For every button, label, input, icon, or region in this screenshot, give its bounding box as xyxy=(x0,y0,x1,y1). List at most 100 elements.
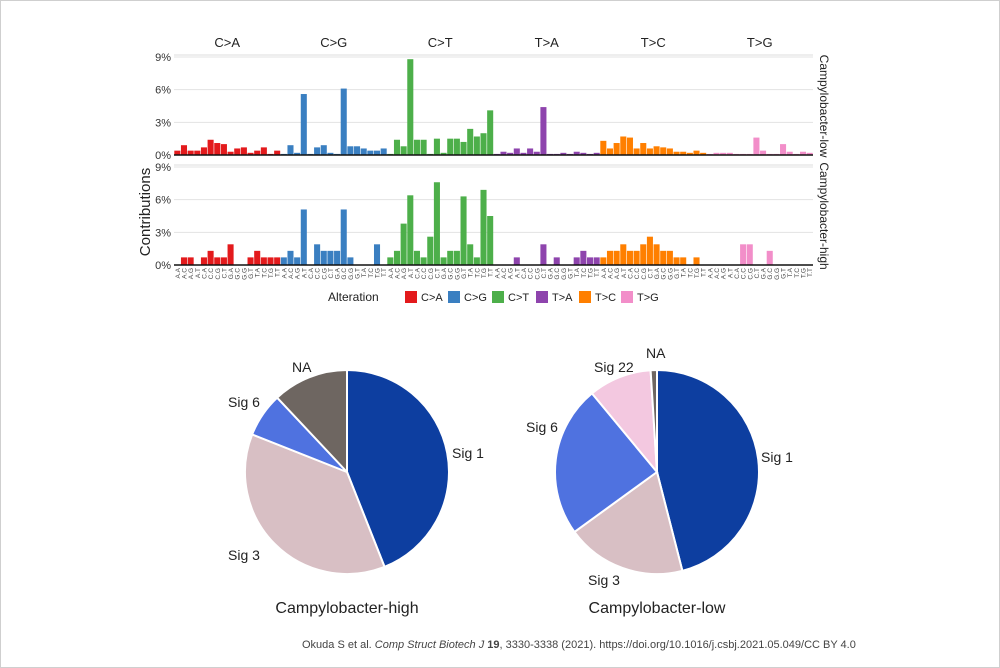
bar-t-c xyxy=(673,151,680,155)
x-tick-label: G.T xyxy=(781,268,788,279)
facet-label-t-a: T>A xyxy=(535,35,560,50)
bar-c-t xyxy=(447,250,454,265)
bar-c-a xyxy=(240,147,247,155)
x-tick-label: T.G xyxy=(801,268,808,278)
y-tick-label: 9% xyxy=(155,52,171,64)
bar-t-c xyxy=(633,250,640,265)
y-tick-label: 6% xyxy=(155,85,171,97)
x-tick-label: T.A xyxy=(468,267,475,277)
x-tick-label: T.G xyxy=(268,268,275,278)
bar-c-g xyxy=(314,244,321,265)
pie-slice-na xyxy=(275,368,348,475)
bar-t-c xyxy=(606,250,614,265)
x-tick-label: G.C xyxy=(554,268,561,280)
pie-slice-sig3 xyxy=(573,470,684,575)
x-tick-label: A.T xyxy=(621,268,628,278)
bar-c-g xyxy=(320,145,327,155)
pie-title-campylobacter-low: Campylobacter-low xyxy=(589,600,726,617)
legend-swatch-c-a xyxy=(405,291,417,303)
pie-label-na: NA xyxy=(646,345,666,361)
bar-c-a xyxy=(267,257,274,265)
x-tick-label: C.A xyxy=(627,267,634,279)
bar-c-a xyxy=(260,257,267,265)
bar-c-t xyxy=(413,139,420,155)
bar-c-a xyxy=(214,143,221,155)
bar-t-g xyxy=(720,152,727,155)
x-tick-label: A.G xyxy=(295,268,302,279)
x-tick-label: G.A xyxy=(548,267,555,279)
bar-c-a xyxy=(174,150,181,155)
bar-t-a xyxy=(513,257,520,265)
x-tick-label: C.C xyxy=(315,268,322,280)
x-tick-label: C.T xyxy=(328,268,335,279)
x-tick-label: A.A xyxy=(707,267,714,278)
pie-slice-sig6 xyxy=(554,391,659,534)
bar-t-c xyxy=(620,244,627,265)
bar-t-g xyxy=(780,144,787,155)
x-tick-label: T.C xyxy=(474,268,481,278)
bar-t-a xyxy=(593,152,600,155)
x-tick-label: T.A xyxy=(574,267,581,277)
x-tick-label: A.G xyxy=(188,268,195,279)
legend-swatch-t-a xyxy=(536,291,548,303)
x-tick-label: T.T xyxy=(594,268,601,277)
x-tick-label: A.A xyxy=(494,267,501,278)
bar-t-c xyxy=(660,250,667,265)
x-tick-label: G.G xyxy=(667,268,674,280)
bar-c-g xyxy=(294,257,301,265)
pie-slice-sig1 xyxy=(656,368,760,573)
x-tick-label: T.T xyxy=(275,268,282,277)
bar-t-c xyxy=(620,136,627,155)
bar-c-g xyxy=(300,209,307,265)
legend-swatch-t-g xyxy=(621,291,633,303)
bar-c-a xyxy=(200,257,207,265)
x-tick-label: T.G xyxy=(375,268,382,278)
bar-t-c xyxy=(673,257,680,265)
bar-c-g xyxy=(327,152,334,155)
bar-t-c xyxy=(640,143,647,155)
x-tick-label: A.C xyxy=(394,268,401,279)
x-tick-label: A.T xyxy=(195,268,202,278)
x-tick-label: C.T xyxy=(541,268,548,279)
bar-t-a xyxy=(560,152,567,155)
bar-t-a xyxy=(500,151,507,155)
bar-c-t xyxy=(407,195,414,265)
bar-c-t xyxy=(393,139,401,155)
x-tick-label: T.T xyxy=(488,268,495,277)
bar-c-g xyxy=(367,150,374,155)
bar-t-c xyxy=(666,250,673,265)
x-tick-label: A.C xyxy=(288,268,295,279)
x-tick-label: A.T xyxy=(727,268,734,278)
legend-swatch-c-t xyxy=(492,291,504,303)
bar-t-c xyxy=(613,250,620,265)
x-tick-label: A.C xyxy=(181,268,188,279)
y-tick-label: 0% xyxy=(155,150,171,162)
bar-t-a xyxy=(580,250,587,265)
bar-t-c xyxy=(693,257,700,265)
bar-c-g xyxy=(360,148,367,155)
facet-label-c-a: C>A xyxy=(214,35,240,50)
legend-label-c-t: C>T xyxy=(508,292,529,304)
x-tick-label: A.C xyxy=(607,268,614,279)
x-tick-label: G.G xyxy=(774,268,781,280)
pie-label-sig6: Sig 6 xyxy=(228,394,260,410)
x-tick-label: A.G xyxy=(614,268,621,279)
bar-t-a xyxy=(580,152,587,155)
bar-t-g xyxy=(726,152,733,155)
bar-t-c xyxy=(653,244,660,265)
bar-c-g xyxy=(380,148,387,155)
x-tick-label: C.A xyxy=(734,267,741,279)
bar-c-t xyxy=(480,133,487,155)
bar-c-g xyxy=(300,94,307,155)
x-tick-label: T.T xyxy=(381,268,388,277)
x-tick-label: G.T xyxy=(355,268,362,279)
x-tick-label: C.G xyxy=(428,268,435,280)
y-tick-label: 6% xyxy=(155,195,171,207)
x-tick-label: G.T xyxy=(674,268,681,279)
x-tick-label: A.G xyxy=(401,268,408,279)
bar-c-t xyxy=(387,257,394,265)
bar-c-g xyxy=(287,250,294,265)
x-tick-label: G.T xyxy=(461,268,468,279)
bar-t-g xyxy=(740,244,747,265)
legend-label-c-a: C>A xyxy=(421,292,443,304)
